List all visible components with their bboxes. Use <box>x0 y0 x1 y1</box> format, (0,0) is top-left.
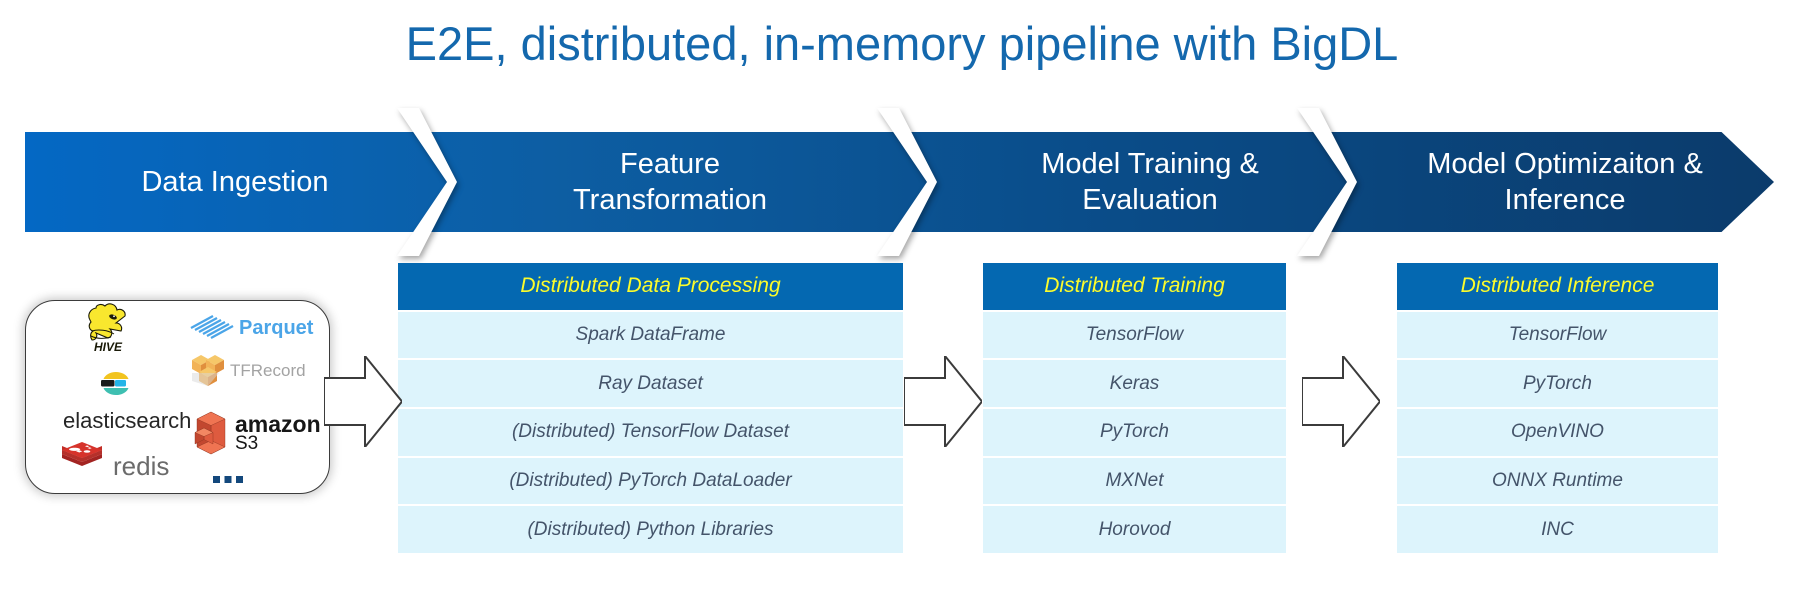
svg-text:Parquet: Parquet <box>239 317 314 339</box>
svg-text:TFRecord: TFRecord <box>230 361 306 380</box>
svg-text:HIVE: HIVE <box>94 340 123 354</box>
